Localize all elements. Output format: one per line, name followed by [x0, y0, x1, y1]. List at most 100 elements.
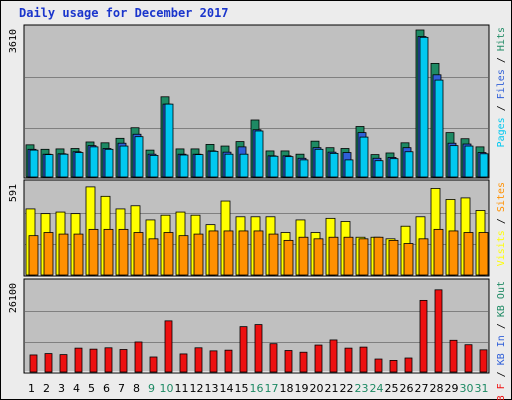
x-tick-label: 7: [118, 382, 125, 395]
legend-item: Pages: [496, 117, 507, 147]
bar-pages: [344, 159, 354, 178]
bar-pages: [209, 150, 219, 178]
bar-sites: [193, 233, 204, 276]
x-tick-label: 24: [370, 382, 384, 395]
x-tick-label: 12: [190, 382, 204, 395]
x-tick-label: 31: [475, 382, 489, 395]
bar-pages: [359, 136, 369, 178]
bar-sites: [313, 238, 324, 276]
bar-pages: [329, 152, 339, 178]
bar-kb-f: [179, 353, 188, 373]
bar-pages: [194, 154, 204, 178]
bar-pages: [224, 153, 234, 178]
x-tick-label: 2: [43, 382, 50, 395]
bar-kb-f: [164, 320, 173, 373]
bar-kb-f: [434, 289, 443, 373]
bar-sites: [43, 232, 54, 276]
legend-separator: /: [496, 317, 507, 335]
x-tick-label: 5: [88, 382, 95, 395]
bar-pages: [164, 103, 174, 178]
panel-1-legend: Pages / Files / Hits: [496, 27, 507, 147]
bar-kb-f: [419, 299, 428, 373]
bar-sites: [88, 228, 99, 276]
x-tick-label: 30: [460, 382, 474, 395]
bar-pages: [284, 156, 294, 178]
bar-pages: [119, 145, 129, 178]
x-tick-label: 14: [220, 382, 234, 395]
bar-sites: [118, 228, 129, 276]
bar-sites: [403, 243, 414, 276]
bar-kb-f: [404, 357, 413, 373]
bar-kb-f: [119, 349, 128, 373]
bar-kb-f: [449, 339, 458, 373]
x-tick-label: 10: [160, 382, 174, 395]
bar-pages: [449, 145, 459, 178]
bar-pages: [89, 146, 99, 178]
bar-sites: [448, 230, 459, 276]
bar-kb-f: [254, 324, 263, 373]
x-tick-label: 28: [430, 382, 444, 395]
bar-kb-f: [329, 339, 338, 373]
x-tick-label: 20: [310, 382, 324, 395]
bar-pages: [464, 145, 474, 178]
bar-kb-f: [149, 356, 158, 373]
x-tick-label: 18: [280, 382, 294, 395]
bar-sites: [253, 230, 264, 276]
bar-kb-f: [464, 344, 473, 373]
legend-item: Hits: [496, 27, 507, 51]
bar-sites: [478, 232, 489, 276]
bar-pages: [299, 159, 309, 178]
bar-pages: [404, 151, 414, 178]
x-tick-label: 1: [28, 382, 35, 395]
bar-kb-f: [89, 348, 98, 373]
panel-2-ymax-label: 591: [8, 184, 19, 202]
bar-pages: [254, 130, 264, 178]
legend-item: Files: [496, 69, 507, 99]
bar-pages: [44, 154, 54, 178]
bar-sites: [163, 232, 174, 276]
chart-title: Daily usage for December 2017: [19, 6, 229, 20]
x-tick-label: 4: [73, 382, 80, 395]
x-tick-label: 21: [325, 382, 339, 395]
bar-sites: [343, 236, 354, 276]
bar-kb-f: [299, 351, 308, 373]
panel-2-legend: Visits / Sites: [496, 182, 507, 266]
bar-kb-f: [389, 360, 398, 373]
legend-separator: /: [496, 99, 507, 117]
x-tick-label: 6: [103, 382, 110, 395]
bar-pages: [374, 160, 384, 178]
legend-item: KB In: [496, 335, 507, 365]
x-tick-label: 22: [340, 382, 354, 395]
bar-sites: [58, 233, 69, 276]
bar-kb-f: [59, 354, 68, 373]
bar-kb-f: [284, 350, 293, 373]
bar-kb-f: [344, 347, 353, 373]
bar-sites: [298, 236, 309, 276]
x-tick-label: 29: [445, 382, 459, 395]
bar-sites: [223, 230, 234, 276]
legend-item: KB F: [496, 383, 507, 400]
bar-kb-f: [374, 358, 383, 373]
bar-sites: [268, 233, 279, 276]
bar-pages: [419, 36, 429, 178]
bar-kb-f: [104, 347, 113, 373]
bar-kb-f: [194, 347, 203, 373]
bar-sites: [73, 233, 84, 276]
x-tick-label: 3: [58, 382, 65, 395]
legend-item: Visits: [496, 230, 507, 266]
bar-pages: [149, 155, 159, 178]
legend-separator: /: [496, 51, 507, 69]
x-tick-label: 27: [415, 382, 429, 395]
bar-pages: [479, 153, 489, 178]
bar-sites: [148, 238, 159, 276]
x-tick-label: 9: [148, 382, 155, 395]
x-tick-label: 26: [400, 382, 414, 395]
bar-pages: [29, 149, 39, 178]
legend-separator: /: [496, 365, 507, 383]
bar-sites: [103, 228, 114, 276]
bar-sites: [28, 235, 39, 276]
bar-sites: [418, 238, 429, 276]
panel-3-legend: KB F / KB In / KB Out: [496, 281, 507, 400]
bar-kb-f: [359, 346, 368, 373]
